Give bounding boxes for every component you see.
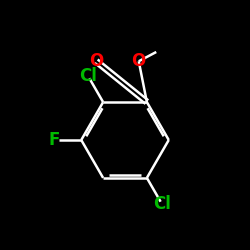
Text: F: F	[48, 131, 60, 149]
Text: O: O	[132, 52, 146, 70]
Text: Cl: Cl	[153, 195, 171, 213]
Text: O: O	[89, 52, 104, 70]
Text: Cl: Cl	[79, 67, 97, 85]
